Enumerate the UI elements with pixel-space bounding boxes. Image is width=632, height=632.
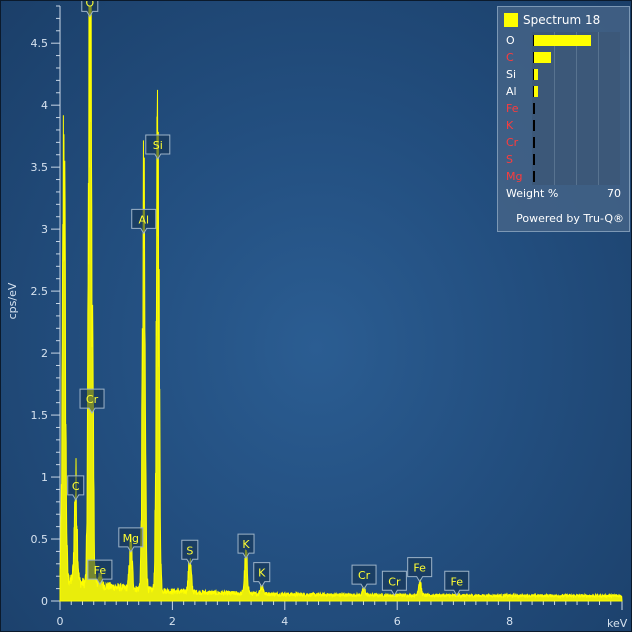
x-axis-label: keV [607,617,628,630]
y-tick-label: 1.5 [31,409,49,422]
peak-label-text: Si [153,139,163,152]
y-tick-label: 1 [41,471,48,484]
peak-label-al[interactable]: Al [131,208,157,235]
legend-row-k: K [498,117,629,134]
legend-row-c: C [498,49,629,66]
peak-label-si[interactable]: Si [145,134,171,160]
peak-label-fe[interactable]: Fe [444,570,470,597]
peak-label-mg[interactable]: Mg [118,527,144,553]
peak-label-cr[interactable]: Cr [351,564,377,591]
peak-label-o[interactable]: O [81,1,99,18]
peak-label-c[interactable]: C [67,475,85,501]
x-tick-label: 8 [506,615,513,628]
y-tick-label: 3.5 [31,161,49,174]
peak-label-text: Cr [358,569,371,582]
peak-label-text: Fe [94,564,107,577]
y-tick-label: 4.5 [31,37,49,50]
peak-label-text: S [186,544,193,557]
peak-label-text: Mg [123,532,139,545]
x-tick-label: 0 [57,615,64,628]
peak-label-text: Cr [388,575,401,588]
legend-weight-bar [534,35,591,46]
legend-bar-baseline [533,154,535,165]
peak-label-text: C [72,480,80,493]
peak-label-s[interactable]: S [181,539,199,566]
legend-bar-baseline [533,171,535,182]
powered-by: Powered by Tru-Q® [516,212,624,225]
legend-row-si: Si [498,66,629,83]
peak-label-text: Fe [451,575,464,588]
legend-weight-bar [534,86,538,97]
legend-element-label: K [506,119,514,132]
y-tick-label: 0 [41,595,48,608]
legend-bar-baseline [533,120,535,131]
weight-max: 70 [607,187,621,200]
legend-element-label: Fe [506,102,519,115]
y-tick-label: 2 [41,347,48,360]
peak-label-text: Al [138,213,149,226]
spectrum-trace [59,5,623,602]
peak-label-k[interactable]: K [237,533,255,560]
legend-row-s: S [498,151,629,168]
legend-bar-baseline [533,137,535,148]
legend-element-label: Al [506,85,517,98]
legend-element-label: C [506,51,514,64]
quant-legend-panel: Spectrum 18 O C Si Al Fe K Cr S Mg Weight % 70 P… [497,6,630,232]
legend-row-fe: Fe [498,100,629,117]
peak-label-cr[interactable]: Cr [381,570,407,597]
legend-title: Spectrum 18 [523,13,601,27]
y-axis-label: cps/eV [6,282,19,319]
y-tick-label: 4 [41,99,48,112]
y-tick-label: 3 [41,223,48,236]
y-tick-label: 2.5 [31,285,49,298]
peak-label-fe[interactable]: Fe [87,559,113,586]
legend-row-o: O [498,32,629,49]
legend-element-label: Si [506,68,517,81]
legend-element-label: Cr [506,136,519,149]
legend-swatch [504,13,518,27]
legend-element-label: Mg [506,170,523,183]
peak-label-k[interactable]: K [253,562,271,588]
peak-label-text: K [258,567,266,580]
legend-weight-bar [534,69,538,80]
y-tick-label: 0.5 [31,533,49,546]
peak-label-text: K [242,538,250,551]
legend-row-al: Al [498,83,629,100]
legend-element-label: O [506,34,515,47]
x-tick-label: 2 [169,615,176,628]
x-tick-label: 6 [394,615,401,628]
x-tick-label: 4 [281,615,288,628]
legend-bar-baseline [533,103,535,114]
peak-labels: O Si Al Cr C Mg Fe S K K Cr Cr Fe Fe [67,1,470,597]
peak-label-text: Fe [413,562,426,575]
legend-row-mg: Mg [498,168,629,185]
peak-label-text: Cr [86,393,99,406]
legend-row-cr: Cr [498,134,629,151]
peak-label-cr[interactable]: Cr [79,388,105,415]
peak-label-fe[interactable]: Fe [407,557,433,583]
legend-element-label: S [506,153,513,166]
legend-weight-bar [534,52,552,63]
weight-label: Weight % [506,187,559,200]
peak-label-text: O [85,1,94,9]
